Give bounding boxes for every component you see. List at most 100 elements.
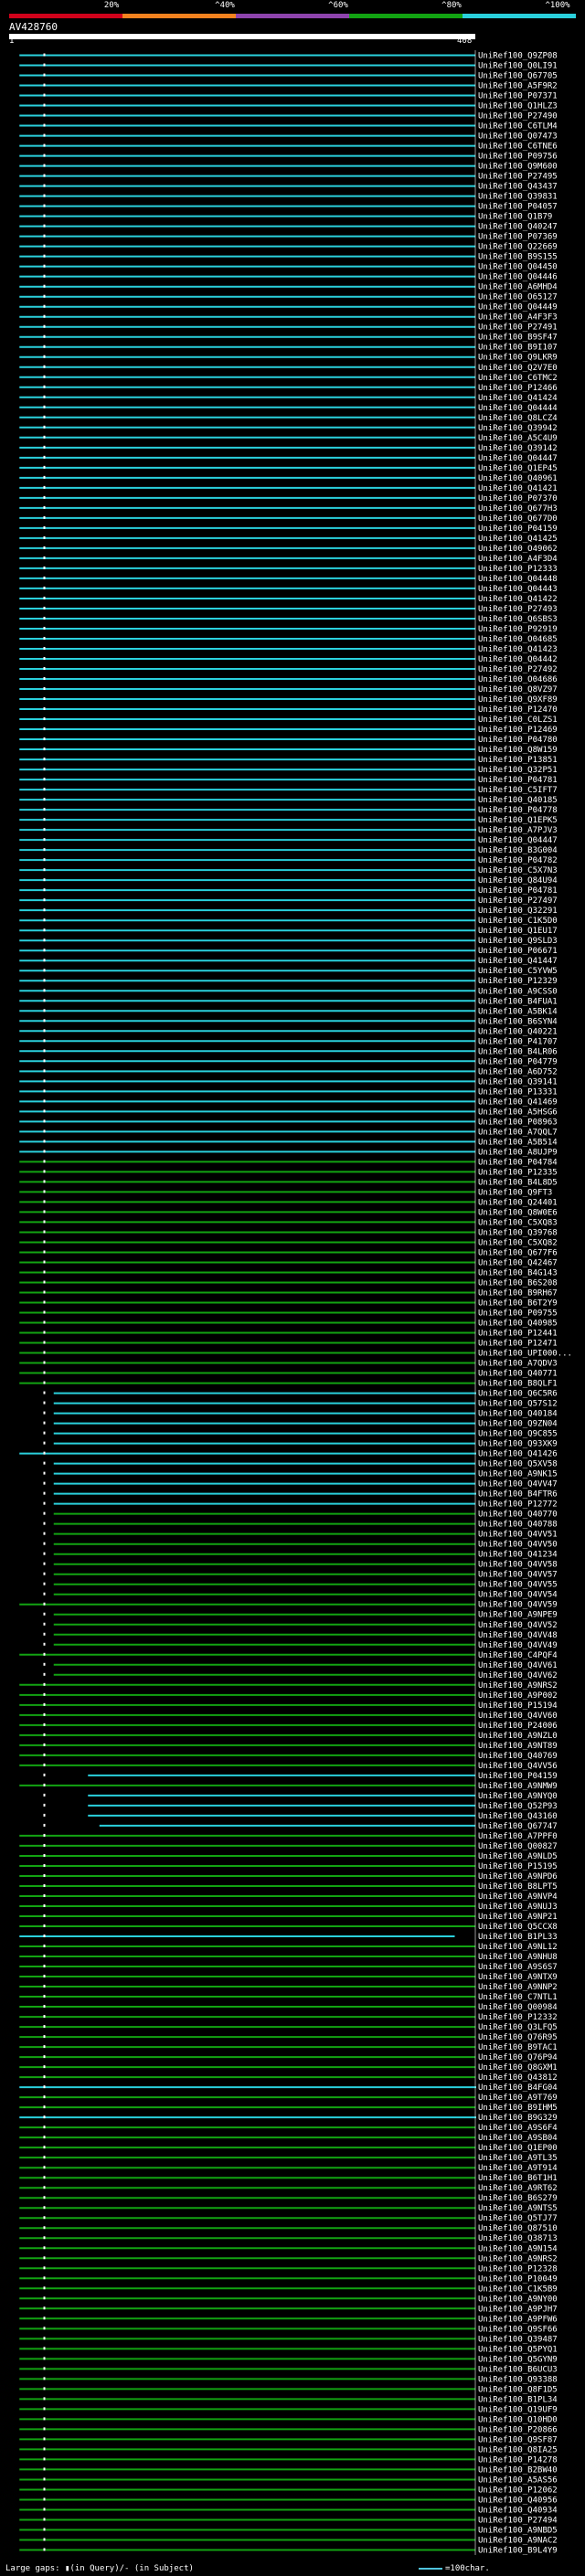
hit-label[interactable]: UniRef100_Q3LFQ5 bbox=[478, 2023, 558, 2032]
hit-label[interactable]: UniRef100_Q4VV62 bbox=[478, 1671, 558, 1680]
hit-label[interactable]: UniRef100_P14278 bbox=[478, 2455, 558, 2465]
hit-label[interactable]: UniRef100_Q41421 bbox=[478, 484, 558, 493]
hit-label[interactable]: UniRef100_P04780 bbox=[478, 736, 558, 745]
hit-label[interactable]: UniRef100_Q04447 bbox=[478, 454, 558, 463]
hit-label[interactable]: UniRef100_Q39141 bbox=[478, 1077, 558, 1087]
hit-label[interactable]: UniRef100_B4LR06 bbox=[478, 1047, 558, 1056]
hit-label[interactable]: UniRef100_Q40956 bbox=[478, 2496, 558, 2505]
hit-label[interactable]: UniRef100_Q1HLZ3 bbox=[478, 102, 558, 111]
hit-label[interactable]: UniRef100_Q84U94 bbox=[478, 876, 558, 885]
hit-label[interactable]: UniRef100_P09755 bbox=[478, 1309, 558, 1319]
hit-label[interactable]: UniRef100_A9PFW6 bbox=[478, 2315, 558, 2324]
hit-label[interactable]: UniRef100_O65127 bbox=[478, 293, 558, 302]
hit-label[interactable]: UniRef100_A5AS56 bbox=[478, 2475, 558, 2485]
hit-label[interactable]: UniRef100_Q04442 bbox=[478, 655, 558, 664]
hit-label[interactable]: UniRef100_Q2V7E0 bbox=[478, 364, 558, 373]
hit-label[interactable]: UniRef100_P04159 bbox=[478, 1772, 558, 1781]
hit-label[interactable]: UniRef100_C1K5B9 bbox=[478, 2284, 558, 2294]
hit-label[interactable]: UniRef100_A9NP21 bbox=[478, 1913, 558, 1922]
hit-label[interactable]: UniRef100_P15194 bbox=[478, 1701, 558, 1711]
hit-label[interactable]: UniRef100_Q4VV56 bbox=[478, 1762, 558, 1771]
hit-label[interactable]: UniRef100_C5IFT7 bbox=[478, 786, 558, 795]
hit-label[interactable]: UniRef100_C0LZS1 bbox=[478, 716, 558, 725]
hit-label[interactable]: UniRef100_P04057 bbox=[478, 203, 558, 212]
hit-label[interactable]: UniRef100_UPI000... bbox=[478, 1350, 572, 1359]
hit-label[interactable]: UniRef100_Q9SF87 bbox=[478, 2435, 558, 2444]
hit-label[interactable]: UniRef100_A9S6S7 bbox=[478, 1963, 558, 1972]
hit-label[interactable]: UniRef100_A9NZL0 bbox=[478, 1732, 558, 1741]
hit-label[interactable]: UniRef100_A9P002 bbox=[478, 1691, 558, 1701]
hit-label[interactable]: UniRef100_A9NBD5 bbox=[478, 2526, 558, 2535]
hit-label[interactable]: UniRef100_Q57S12 bbox=[478, 1400, 558, 1409]
hit-label[interactable]: UniRef100_B9S155 bbox=[478, 253, 558, 262]
hit-label[interactable]: UniRef100_Q40985 bbox=[478, 1320, 558, 1329]
hit-label[interactable]: UniRef100_A9NYQ0 bbox=[478, 1792, 558, 1801]
hit-label[interactable]: UniRef100_B9G329 bbox=[478, 2114, 558, 2123]
hit-label[interactable]: UniRef100_C4PQF4 bbox=[478, 1651, 558, 1660]
hit-label[interactable]: UniRef100_C5YVW5 bbox=[478, 967, 558, 976]
hit-label[interactable]: UniRef100_P20866 bbox=[478, 2425, 558, 2434]
hit-label[interactable]: UniRef100_Q8IA25 bbox=[478, 2445, 558, 2454]
hit-label[interactable]: UniRef100_P13851 bbox=[478, 756, 558, 765]
hit-label[interactable]: UniRef100_Q40788 bbox=[478, 1521, 558, 1530]
hit-label[interactable]: UniRef100_B4FUA1 bbox=[478, 997, 558, 1006]
hit-label[interactable]: UniRef100_Q42467 bbox=[478, 1258, 558, 1267]
hit-label[interactable]: UniRef100_B9IHM5 bbox=[478, 2104, 558, 2113]
hit-label[interactable]: UniRef100_Q4VV47 bbox=[478, 1480, 558, 1489]
hit-label[interactable]: UniRef100_Q43437 bbox=[478, 183, 558, 192]
hit-label[interactable]: UniRef100_B4FTR6 bbox=[478, 1490, 558, 1500]
hit-label[interactable]: UniRef100_Q6SBS3 bbox=[478, 615, 558, 624]
hit-label[interactable]: UniRef100_B6S208 bbox=[478, 1278, 558, 1288]
hit-label[interactable]: UniRef100_Q1B79 bbox=[478, 213, 552, 222]
hit-label[interactable]: UniRef100_B9RH67 bbox=[478, 1288, 558, 1298]
hit-label[interactable]: UniRef100_B4FG04 bbox=[478, 2083, 558, 2093]
hit-label[interactable]: UniRef100_O04685 bbox=[478, 635, 558, 644]
hit-label[interactable]: UniRef100_A9NL12 bbox=[478, 1943, 558, 1952]
hit-label[interactable]: UniRef100_B6UCU3 bbox=[478, 2365, 558, 2374]
hit-label[interactable]: UniRef100_A9NAC2 bbox=[478, 2536, 558, 2545]
hit-label[interactable]: UniRef100_O04686 bbox=[478, 675, 558, 684]
hit-label[interactable]: UniRef100_Q8F1D5 bbox=[478, 2385, 558, 2394]
hit-label[interactable]: UniRef100_Q40770 bbox=[478, 1511, 558, 1520]
hit-label[interactable]: UniRef100_C6TNE6 bbox=[478, 143, 558, 152]
hit-label[interactable]: UniRef100_P92919 bbox=[478, 625, 558, 634]
hit-label[interactable]: UniRef100_B3G004 bbox=[478, 846, 558, 855]
hit-label[interactable]: UniRef100_Q6C5R6 bbox=[478, 1390, 558, 1399]
hit-label[interactable]: UniRef100_Q04449 bbox=[478, 303, 558, 313]
hit-label[interactable]: UniRef100_A7QDV3 bbox=[478, 1360, 558, 1369]
hit-label[interactable]: UniRef100_C7NTL1 bbox=[478, 1993, 558, 2002]
hit-label[interactable]: UniRef100_Q4VV61 bbox=[478, 1661, 558, 1670]
hit-label[interactable]: UniRef100_C6TLM4 bbox=[478, 122, 558, 132]
hit-label[interactable]: UniRef100_Q4VV59 bbox=[478, 1601, 558, 1610]
hit-label[interactable]: UniRef100_Q40184 bbox=[478, 1410, 558, 1419]
hit-label[interactable]: UniRef100_P09756 bbox=[478, 153, 558, 162]
hit-label[interactable]: UniRef100_Q76P94 bbox=[478, 2053, 558, 2062]
hit-label[interactable]: UniRef100_P27493 bbox=[478, 605, 558, 614]
hit-label[interactable]: UniRef100_Q67747 bbox=[478, 1822, 558, 1831]
hit-label[interactable]: UniRef100_Q40934 bbox=[478, 2506, 558, 2515]
hit-label[interactable]: UniRef100_Q41423 bbox=[478, 645, 558, 654]
hit-label[interactable]: UniRef100_P12328 bbox=[478, 2264, 558, 2274]
hit-label[interactable]: UniRef100_Q93388 bbox=[478, 2375, 558, 2384]
hit-label[interactable]: UniRef100_A9NMW9 bbox=[478, 1782, 558, 1791]
hit-label[interactable]: UniRef100_A5HSG6 bbox=[478, 1108, 558, 1117]
hit-label[interactable]: UniRef100_P27491 bbox=[478, 323, 558, 333]
hit-label[interactable]: UniRef100_Q9M600 bbox=[478, 163, 558, 172]
hit-label[interactable]: UniRef100_P07370 bbox=[478, 494, 558, 504]
hit-label[interactable]: UniRef100_A9NVP4 bbox=[478, 1892, 558, 1902]
hit-label[interactable]: UniRef100_Q32P51 bbox=[478, 766, 558, 775]
hit-label[interactable]: UniRef100_B6T2Y9 bbox=[478, 1299, 558, 1309]
hit-label[interactable]: UniRef100_A9NT89 bbox=[478, 1742, 558, 1751]
hit-label[interactable]: UniRef100_Q9SLD3 bbox=[478, 937, 558, 946]
hit-label[interactable]: UniRef100_A6D752 bbox=[478, 1067, 558, 1076]
hit-label[interactable]: UniRef100_Q00984 bbox=[478, 2003, 558, 2012]
hit-label[interactable]: UniRef100_A5BK14 bbox=[478, 1007, 558, 1016]
hit-label[interactable]: UniRef100_P12470 bbox=[478, 705, 558, 715]
hit-label[interactable]: UniRef100_P13331 bbox=[478, 1087, 558, 1097]
hit-label[interactable]: UniRef100_Q76R95 bbox=[478, 2033, 558, 2042]
hit-label[interactable]: UniRef100_P06671 bbox=[478, 947, 558, 956]
hit-label[interactable]: UniRef100_Q9ZP08 bbox=[478, 52, 558, 61]
hit-label[interactable]: UniRef100_P12466 bbox=[478, 384, 558, 393]
hit-label[interactable]: UniRef100_A9RT62 bbox=[478, 2184, 558, 2193]
hit-label[interactable]: UniRef100_A9NTX9 bbox=[478, 1973, 558, 1982]
